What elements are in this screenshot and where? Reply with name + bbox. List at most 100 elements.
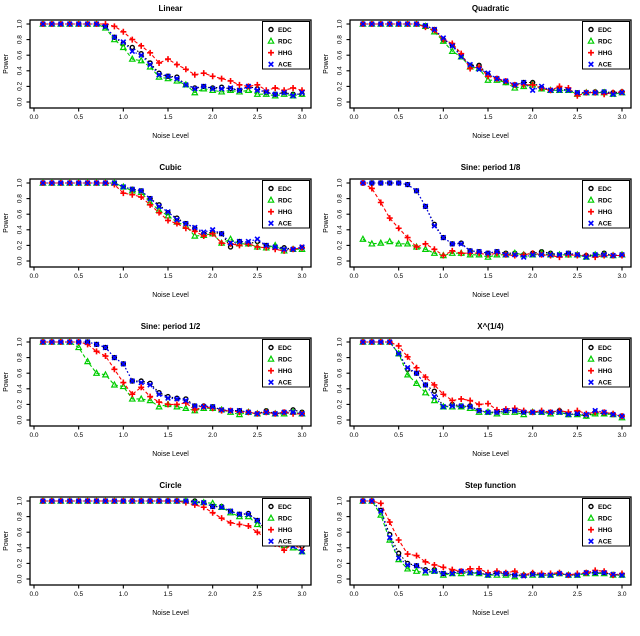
y-tick-label: 0.4 [337, 384, 344, 393]
legend-label-hhg: HHG [598, 209, 612, 216]
x-tick-label: 1.0 [119, 114, 128, 121]
x-tick-label: 3.0 [617, 591, 626, 598]
x-axis-label: Noise Level [152, 610, 189, 617]
chart-circle: Circle 0.0 0.5 1.0 1.5 2.0 2.5 3.0 0.0 0.2 0.4 0.6 0… [0, 477, 320, 636]
marker-ace-icon [494, 75, 500, 82]
marker-ace-icon [395, 180, 402, 186]
x-axis-label: Noise Level [472, 451, 509, 458]
marker-hhg-icon [147, 49, 154, 56]
marker-hhg-icon [227, 77, 234, 84]
marker-ace-icon [476, 248, 482, 255]
x-cross-icon [268, 538, 274, 545]
marker-hhg-icon [467, 397, 474, 404]
marker-ace-icon [156, 71, 162, 78]
marker-hhg-icon [556, 83, 563, 90]
marker-ace-icon [49, 21, 55, 27]
marker-hhg-icon [102, 353, 109, 360]
y-axis-label: Power [3, 212, 10, 233]
y-tick-label: 0.0 [337, 415, 344, 424]
marker-ace-icon [245, 511, 252, 518]
legend-label-rdc: RDC [278, 39, 292, 46]
legend-label-hhg: HHG [598, 368, 612, 375]
marker-hhg-icon [395, 537, 402, 543]
marker-ace-icon [467, 569, 473, 576]
plus-icon [588, 367, 594, 374]
marker-ace-icon [547, 572, 554, 578]
marker-rdc-icon [394, 239, 403, 247]
x-tick-label: 2.0 [208, 432, 217, 439]
marker-ace-icon [360, 339, 366, 345]
marker-ace-icon [227, 407, 234, 414]
legend-label-edc: EDC [278, 504, 292, 511]
marker-ace-icon [556, 251, 563, 258]
legend: EDC RDC HHG ACE [582, 339, 630, 388]
marker-ace-icon [66, 180, 73, 186]
marker-hhg-icon [290, 84, 297, 91]
triangle-icon [267, 354, 275, 362]
plot-box [29, 337, 312, 427]
marker-ace-icon [529, 87, 536, 94]
marker-ace-icon [138, 187, 145, 194]
marker-ace-icon [281, 89, 287, 96]
y-tick-label: 0.2 [337, 559, 344, 568]
marker-ace-icon [556, 87, 563, 94]
marker-ace-icon [57, 498, 64, 504]
x-tick-label: 1.5 [483, 591, 492, 598]
marker-ace-icon [404, 181, 411, 188]
plot-box [349, 178, 632, 268]
legend-label-edc: EDC [278, 27, 292, 34]
marker-ace-icon [218, 504, 225, 511]
y-tick-label: 0.0 [17, 574, 24, 583]
y-tick-label: 0.0 [337, 97, 344, 106]
marker-hhg-icon [236, 521, 243, 528]
x-tick-label: 1.5 [163, 591, 172, 598]
legend-label-ace: ACE [278, 539, 292, 546]
legend-label-rdc: RDC [278, 198, 292, 205]
marker-rdc-icon [511, 83, 519, 91]
marker-rdc-icon [191, 88, 199, 96]
triangle-icon [587, 354, 595, 362]
marker-ace-icon [449, 403, 456, 409]
marker-ace-icon [467, 247, 473, 254]
marker-hhg-icon [209, 230, 216, 237]
marker-ace-icon [360, 180, 366, 186]
x-tick-label: 1.0 [439, 273, 448, 280]
chart-title: Sine: period 1/8 [461, 163, 521, 172]
marker-rdc-icon [520, 82, 528, 90]
x-tick-label: 0.0 [29, 591, 38, 598]
marker-ace-icon [377, 508, 384, 515]
y-tick-label: 0.8 [337, 353, 344, 362]
marker-ace-icon [165, 498, 171, 504]
chart-title: Cubic [159, 163, 182, 172]
x-tick-label: 1.0 [439, 432, 448, 439]
marker-rdc-icon [146, 396, 154, 404]
x-tick-label: 3.0 [297, 432, 306, 439]
marker-ace-icon [174, 498, 180, 504]
marker-ace-icon [209, 403, 216, 410]
plot-box [29, 19, 312, 109]
x-tick-label: 1.5 [163, 114, 172, 121]
marker-hhg-icon [227, 519, 234, 526]
y-tick-label: 0.0 [337, 574, 344, 583]
marker-ace-icon [209, 503, 216, 510]
marker-ace-icon [458, 240, 465, 247]
marker-ace-icon [299, 410, 305, 417]
marker-rdc-icon [244, 86, 253, 93]
marker-hhg-icon [467, 565, 474, 572]
marker-hhg-icon [440, 252, 447, 259]
triangle-icon [267, 195, 275, 203]
x-tick-label: 1.5 [163, 273, 172, 280]
marker-ace-icon [93, 180, 100, 186]
legend-label-hhg: HHG [278, 527, 292, 534]
marker-ace-icon [449, 570, 456, 577]
marker-ace-icon [467, 403, 473, 410]
plot-svg: Quadratic 0.0 0.5 1.0 1.5 2.0 2.5 3.0 0.0 0.2 0.4 0… [323, 4, 632, 140]
x-tick-label: 1.5 [163, 432, 172, 439]
open-circle-icon [588, 344, 594, 351]
chart-title: Linear [158, 4, 182, 13]
marker-ace-icon [458, 53, 465, 60]
marker-ace-icon [485, 572, 491, 578]
marker-ace-icon [57, 339, 64, 345]
series-line-ace [42, 500, 303, 553]
y-tick-label: 1.0 [337, 337, 344, 346]
